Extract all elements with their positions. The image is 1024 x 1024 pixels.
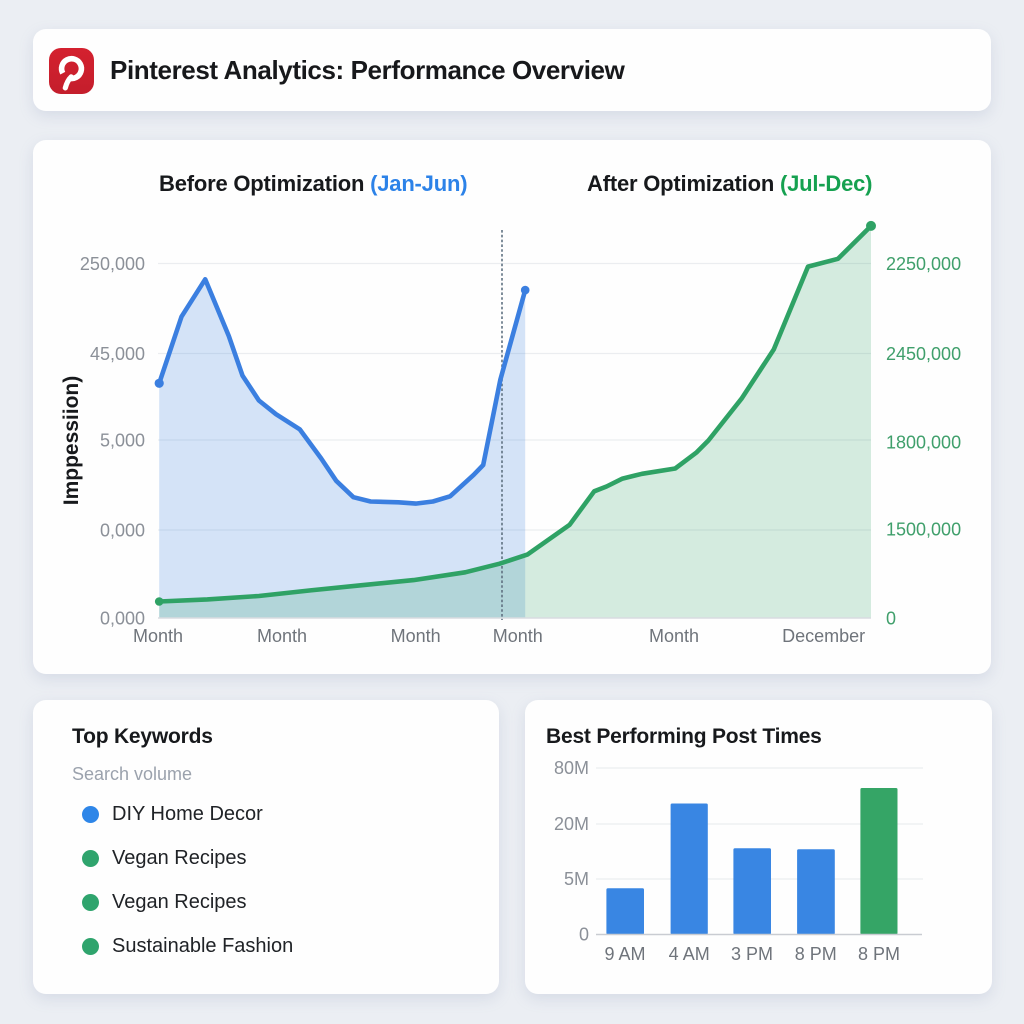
svg-text:45,000: 45,000 [90,344,145,364]
svg-text:Month: Month [391,626,441,646]
svg-text:Month: Month [133,626,183,646]
svg-text:5,000: 5,000 [100,431,145,451]
svg-text:Month: Month [257,626,307,646]
svg-text:20M: 20M [554,814,589,834]
svg-text:5M: 5M [564,869,589,889]
svg-text:Imppessiion): Imppessiion) [60,376,83,506]
svg-text:8 PM: 8 PM [858,944,900,964]
svg-text:0: 0 [579,925,589,945]
svg-text:2450,000: 2450,000 [886,344,961,364]
svg-text:0,000: 0,000 [100,609,145,629]
svg-text:3 PM: 3 PM [731,944,773,964]
svg-text:4 AM: 4 AM [669,944,710,964]
svg-text:Month: Month [649,626,699,646]
svg-text:8 PM: 8 PM [795,944,837,964]
svg-text:2250,000: 2250,000 [886,254,961,274]
svg-text:0: 0 [886,609,896,629]
svg-text:9 AM: 9 AM [604,944,645,964]
svg-text:250,000: 250,000 [80,254,145,274]
svg-text:1800,000: 1800,000 [886,433,961,453]
svg-text:0,000: 0,000 [100,521,145,541]
svg-text:December: December [782,626,865,646]
svg-text:Month: Month [493,626,543,646]
svg-text:80M: 80M [554,758,589,778]
svg-text:1500,000: 1500,000 [886,520,961,540]
